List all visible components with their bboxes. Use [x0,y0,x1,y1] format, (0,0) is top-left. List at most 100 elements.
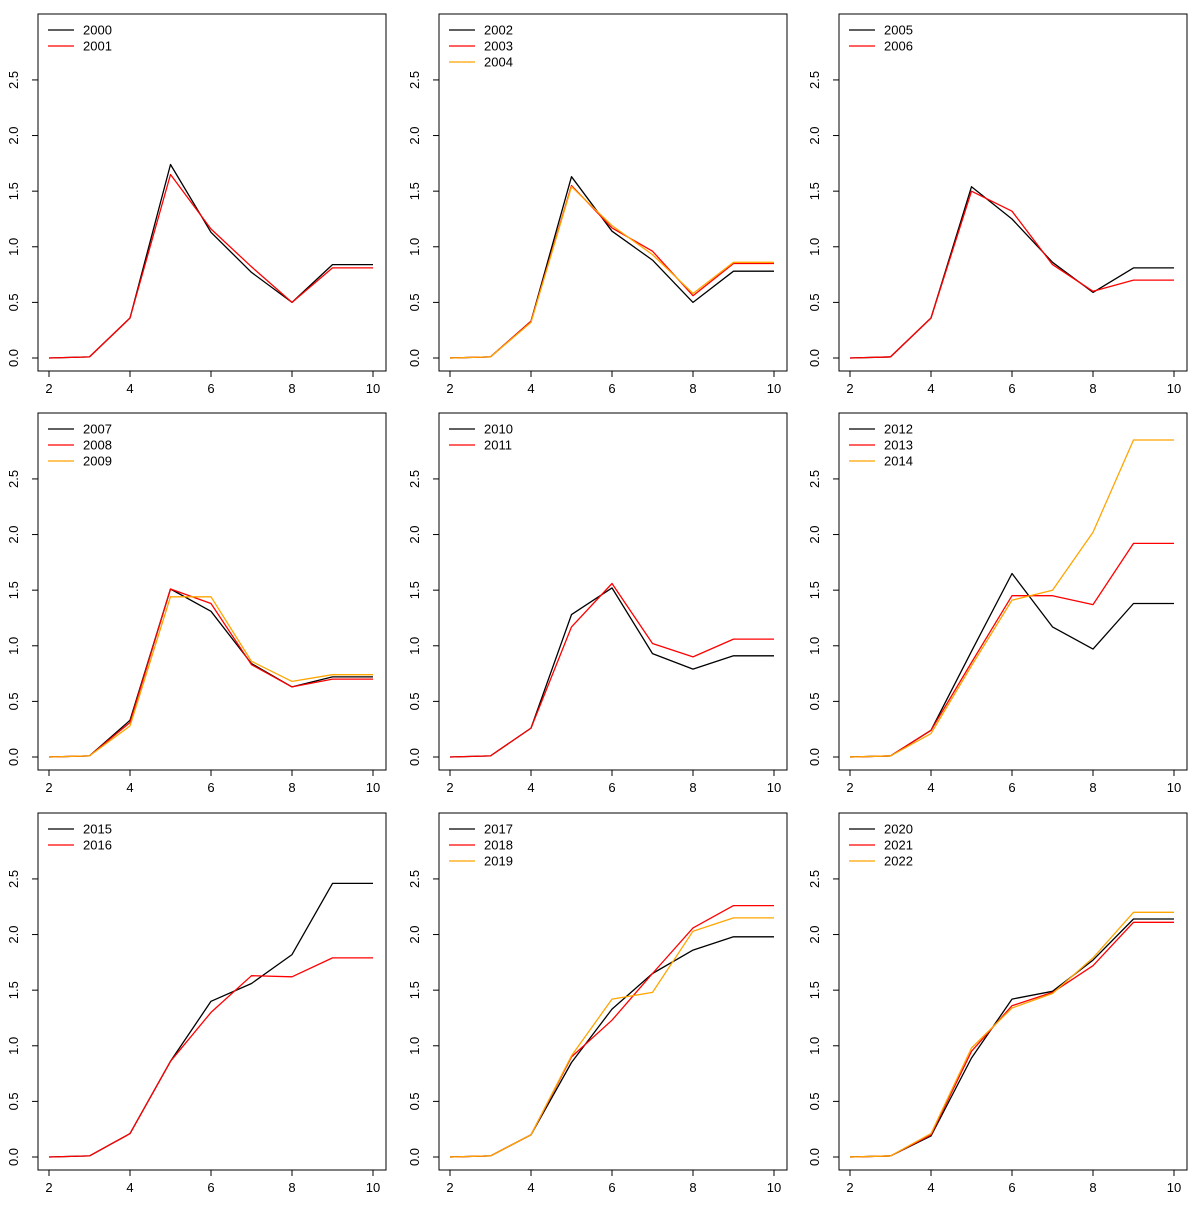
x-tick-label: 10 [1167,780,1181,795]
y-tick-label: 0.5 [407,1092,422,1110]
legend-label: 2021 [884,838,913,853]
series-line-2019 [449,917,774,1158]
x-tick-label: 10 [366,381,380,396]
y-tick-label: 1.0 [407,238,422,256]
x-tick-label: 6 [1008,780,1015,795]
legend-label: 2015 [83,822,112,837]
x-tick-label: 4 [927,381,934,396]
plot-frame [838,13,1188,372]
x-tick-label: 4 [126,780,133,795]
x-tick-label: 10 [767,1180,781,1195]
series-line-2006 [849,190,1174,359]
series-line-2018 [449,904,774,1158]
y-tick-label: 0.0 [807,748,822,766]
series-line-2004 [449,186,774,359]
x-tick-label: 10 [1167,381,1181,396]
y-tick-label: 1.0 [807,637,822,655]
y-tick-label: 1.0 [407,637,422,655]
legend-label: 2011 [484,438,512,453]
y-tick-label: 1.5 [407,182,422,200]
x-tick-label: 2 [446,780,453,795]
x-tick-label: 4 [527,1180,534,1195]
y-tick-label: 0.5 [6,692,21,710]
y-tick-label: 1.5 [6,182,21,200]
y-tick-label: 2.0 [807,127,822,145]
y-tick-label: 1.0 [407,1037,422,1055]
plot-frame [438,412,788,771]
y-tick-label: 1.5 [807,981,822,999]
x-tick-label: 6 [1008,1180,1015,1195]
plot-frame [838,412,1188,771]
y-tick-label: 0.5 [6,1092,21,1110]
y-tick-label: 2.0 [407,526,422,544]
y-tick-label: 2.5 [407,470,422,488]
legend-label: 2005 [884,23,913,38]
legend-label: 2007 [83,422,112,437]
series-line-2010 [449,587,774,758]
legend-label: 2002 [484,23,513,38]
series-line-2003 [449,184,774,359]
y-tick-label: 2.0 [407,926,422,944]
y-tick-label: 1.0 [6,1037,21,1055]
series-line-2011 [449,582,774,758]
x-tick-label: 2 [846,1180,853,1195]
y-tick-label: 0.5 [407,293,422,311]
series-line-2021 [849,921,1174,1158]
x-tick-label: 8 [288,780,295,795]
legend-label: 2022 [884,854,913,869]
y-tick-label: 0.0 [407,349,422,367]
x-tick-label: 8 [689,780,696,795]
y-tick-label: 1.0 [6,637,21,655]
y-tick-label: 2.5 [6,71,21,89]
x-tick-label: 6 [207,780,214,795]
y-tick-label: 0.5 [807,1092,822,1110]
legend-label: 2006 [884,39,913,54]
y-tick-label: 1.5 [407,981,422,999]
legend-label: 2003 [484,39,513,54]
legend-label: 2019 [484,854,513,869]
series-line-2017 [449,936,774,1158]
series-line-2015 [48,882,373,1158]
y-tick-label: 1.0 [807,1037,822,1055]
y-tick-label: 1.5 [407,581,422,599]
y-tick-label: 1.5 [6,981,21,999]
plot-frame [37,13,387,372]
x-tick-label: 2 [446,381,453,396]
y-tick-label: 2.5 [807,870,822,888]
x-tick-label: 8 [689,1180,696,1195]
x-tick-label: 4 [527,381,534,396]
legend-label: 2010 [484,422,513,437]
series-line-2007 [48,588,373,758]
legend-label: 2017 [484,822,513,837]
legend-label: 2020 [884,822,913,837]
y-tick-label: 2.0 [6,526,21,544]
series-line-2013 [849,542,1174,758]
series-line-2022 [849,911,1174,1158]
y-tick-label: 1.5 [807,182,822,200]
y-tick-label: 0.0 [407,1148,422,1166]
x-tick-label: 2 [446,1180,453,1195]
x-tick-label: 6 [608,381,615,396]
x-tick-label: 8 [288,1180,295,1195]
legend-label: 2009 [83,454,112,469]
y-tick-label: 1.0 [807,238,822,256]
plot-frame [37,412,387,771]
x-tick-label: 8 [288,381,295,396]
x-tick-label: 2 [45,381,52,396]
y-tick-label: 1.5 [6,581,21,599]
series-line-2014 [849,439,1174,758]
legend-label: 2013 [884,438,913,453]
x-tick-label: 4 [126,381,133,396]
x-tick-label: 2 [45,1180,52,1195]
x-tick-label: 4 [927,780,934,795]
x-tick-label: 10 [1167,1180,1181,1195]
y-tick-label: 2.0 [407,127,422,145]
series-line-2001 [48,173,373,359]
y-tick-label: 2.0 [807,526,822,544]
y-tick-label: 2.5 [6,470,21,488]
